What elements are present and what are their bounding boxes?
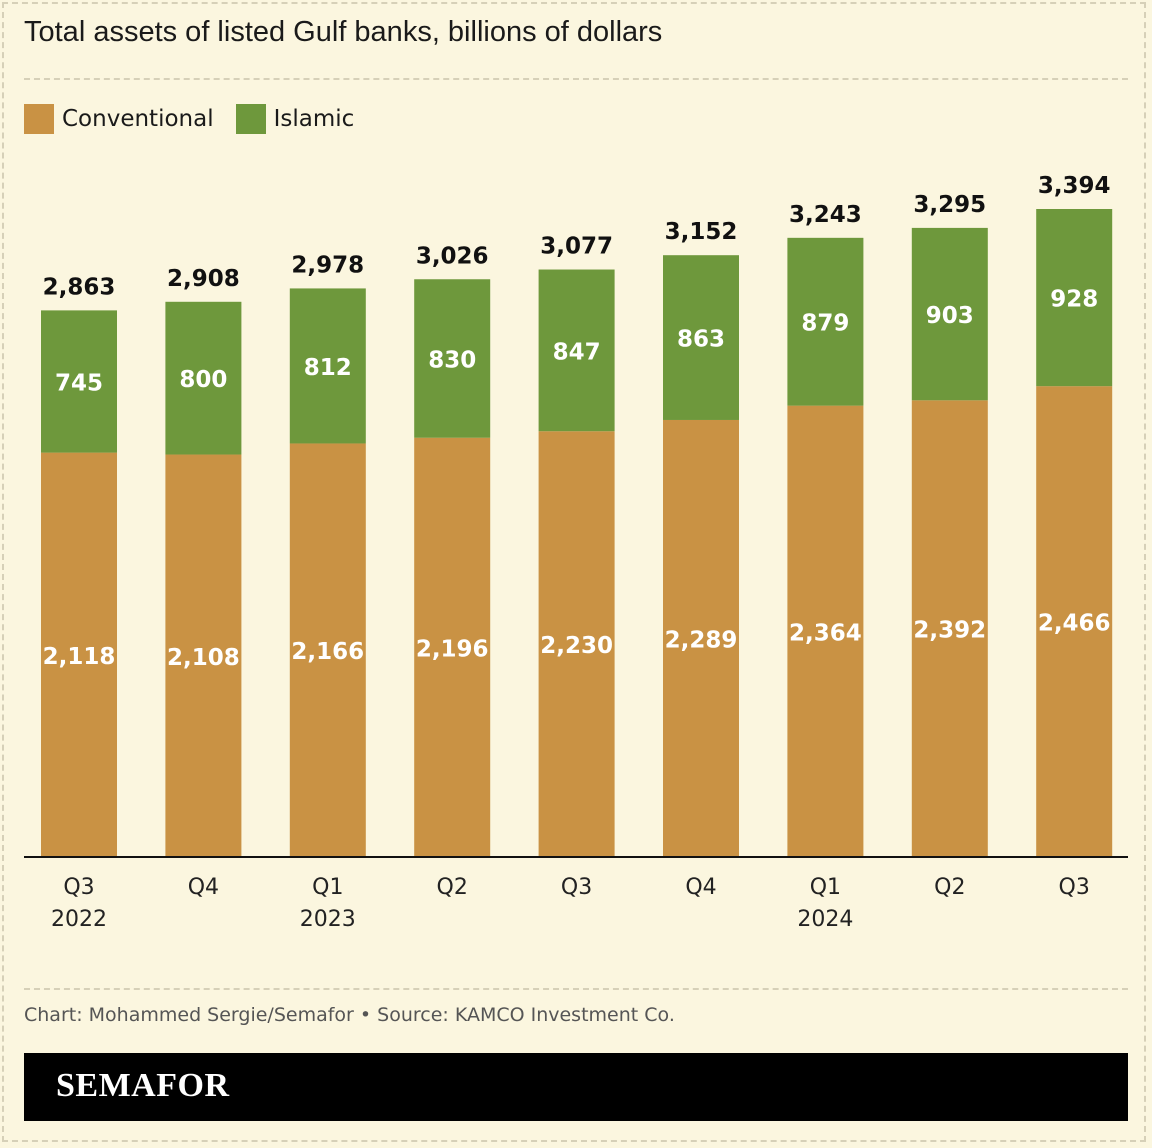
legend-item-islamic: Islamic bbox=[235, 104, 355, 134]
legend-label-islamic: Islamic bbox=[273, 106, 355, 132]
x-tick-label-3: Q2 bbox=[437, 875, 468, 900]
legend: Conventional Islamic bbox=[24, 104, 376, 134]
bar-islamic-3 bbox=[414, 279, 491, 438]
x-tick-label-1: Q4 bbox=[188, 875, 219, 900]
data-label-conventional-5: 2,289 bbox=[665, 627, 738, 653]
x-tick-label-7: Q2 bbox=[934, 875, 965, 900]
data-label-islamic-0: 745 bbox=[55, 371, 103, 397]
total-label-6: 3,243 bbox=[789, 202, 862, 228]
data-label-islamic-2: 812 bbox=[304, 355, 352, 381]
data-label-islamic-4: 847 bbox=[553, 339, 601, 365]
total-label-4: 3,077 bbox=[540, 234, 613, 260]
data-label-islamic-5: 863 bbox=[677, 327, 725, 353]
data-label-islamic-1: 800 bbox=[179, 367, 227, 393]
x-tick-year-2: 2023 bbox=[300, 907, 356, 932]
data-label-conventional-0: 2,118 bbox=[43, 644, 116, 670]
legend-item-conventional: Conventional bbox=[24, 104, 214, 134]
bar-conventional-8 bbox=[1036, 386, 1113, 857]
x-tick-label-8: Q3 bbox=[1059, 875, 1090, 900]
data-label-islamic-6: 879 bbox=[801, 311, 849, 337]
total-label-7: 3,295 bbox=[913, 192, 986, 218]
bar-conventional-7 bbox=[911, 400, 988, 857]
total-label-3: 3,026 bbox=[416, 243, 489, 269]
bar-islamic-1 bbox=[165, 301, 242, 455]
bar-conventional-6 bbox=[787, 405, 864, 857]
legend-label-conventional: Conventional bbox=[62, 106, 214, 132]
bar-islamic-5 bbox=[663, 255, 739, 420]
total-label-8: 3,394 bbox=[1038, 173, 1111, 199]
data-label-conventional-6: 2,364 bbox=[789, 620, 862, 646]
data-label-islamic-3: 830 bbox=[428, 347, 476, 373]
chart-title: Total assets of listed Gulf banks, billi… bbox=[24, 16, 663, 48]
stacked-bar-chart: 2,118 745 2,863 Q3 2022 2,108 800 2,908 Q4 2,166 8… bbox=[24, 173, 1128, 932]
total-label-0: 2,863 bbox=[43, 274, 116, 300]
total-label-5: 3,152 bbox=[665, 219, 738, 245]
x-tick-label-6: Q1 bbox=[810, 875, 841, 900]
total-label-1: 2,908 bbox=[167, 266, 240, 292]
data-label-conventional-1: 2,108 bbox=[167, 645, 240, 671]
total-label-2: 2,978 bbox=[291, 252, 364, 278]
bar-islamic-0 bbox=[41, 310, 117, 453]
data-label-conventional-3: 2,196 bbox=[416, 636, 489, 662]
legend-swatch-islamic bbox=[235, 104, 266, 134]
title-divider bbox=[24, 78, 1128, 80]
data-label-conventional-4: 2,230 bbox=[540, 633, 613, 659]
bar-conventional-3 bbox=[414, 437, 491, 857]
data-label-conventional-7: 2,392 bbox=[913, 618, 986, 644]
x-tick-year-6: 2024 bbox=[797, 907, 853, 932]
bar-conventional-2 bbox=[289, 443, 366, 857]
brand-bar: SEMAFOR bbox=[24, 1053, 1128, 1121]
bar-islamic-6 bbox=[787, 237, 864, 406]
data-label-conventional-8: 2,466 bbox=[1038, 611, 1111, 637]
x-tick-year-0: 2022 bbox=[51, 907, 107, 932]
footer-divider bbox=[24, 988, 1128, 990]
bar-conventional-0 bbox=[41, 452, 117, 857]
bar-conventional-4 bbox=[538, 431, 615, 857]
bar-islamic-2 bbox=[289, 288, 366, 444]
x-tick-label-5: Q4 bbox=[685, 875, 716, 900]
data-label-conventional-2: 2,166 bbox=[291, 639, 364, 665]
legend-swatch-conventional bbox=[24, 104, 54, 134]
bar-conventional-1 bbox=[165, 454, 242, 857]
data-label-islamic-7: 903 bbox=[926, 303, 974, 329]
bar-islamic-4 bbox=[538, 269, 615, 432]
x-tick-label-2: Q1 bbox=[312, 875, 343, 900]
x-tick-label-0: Q3 bbox=[63, 875, 94, 900]
chart-credit: Chart: Mohammed Sergie/Semafor • Source:… bbox=[24, 1004, 675, 1026]
x-tick-label-4: Q3 bbox=[561, 875, 592, 900]
bar-conventional-5 bbox=[663, 419, 739, 857]
data-label-islamic-8: 928 bbox=[1050, 287, 1098, 313]
brand-logo: SEMAFOR bbox=[56, 1067, 230, 1104]
bar-islamic-8 bbox=[1036, 209, 1113, 387]
bar-islamic-7 bbox=[911, 227, 988, 401]
